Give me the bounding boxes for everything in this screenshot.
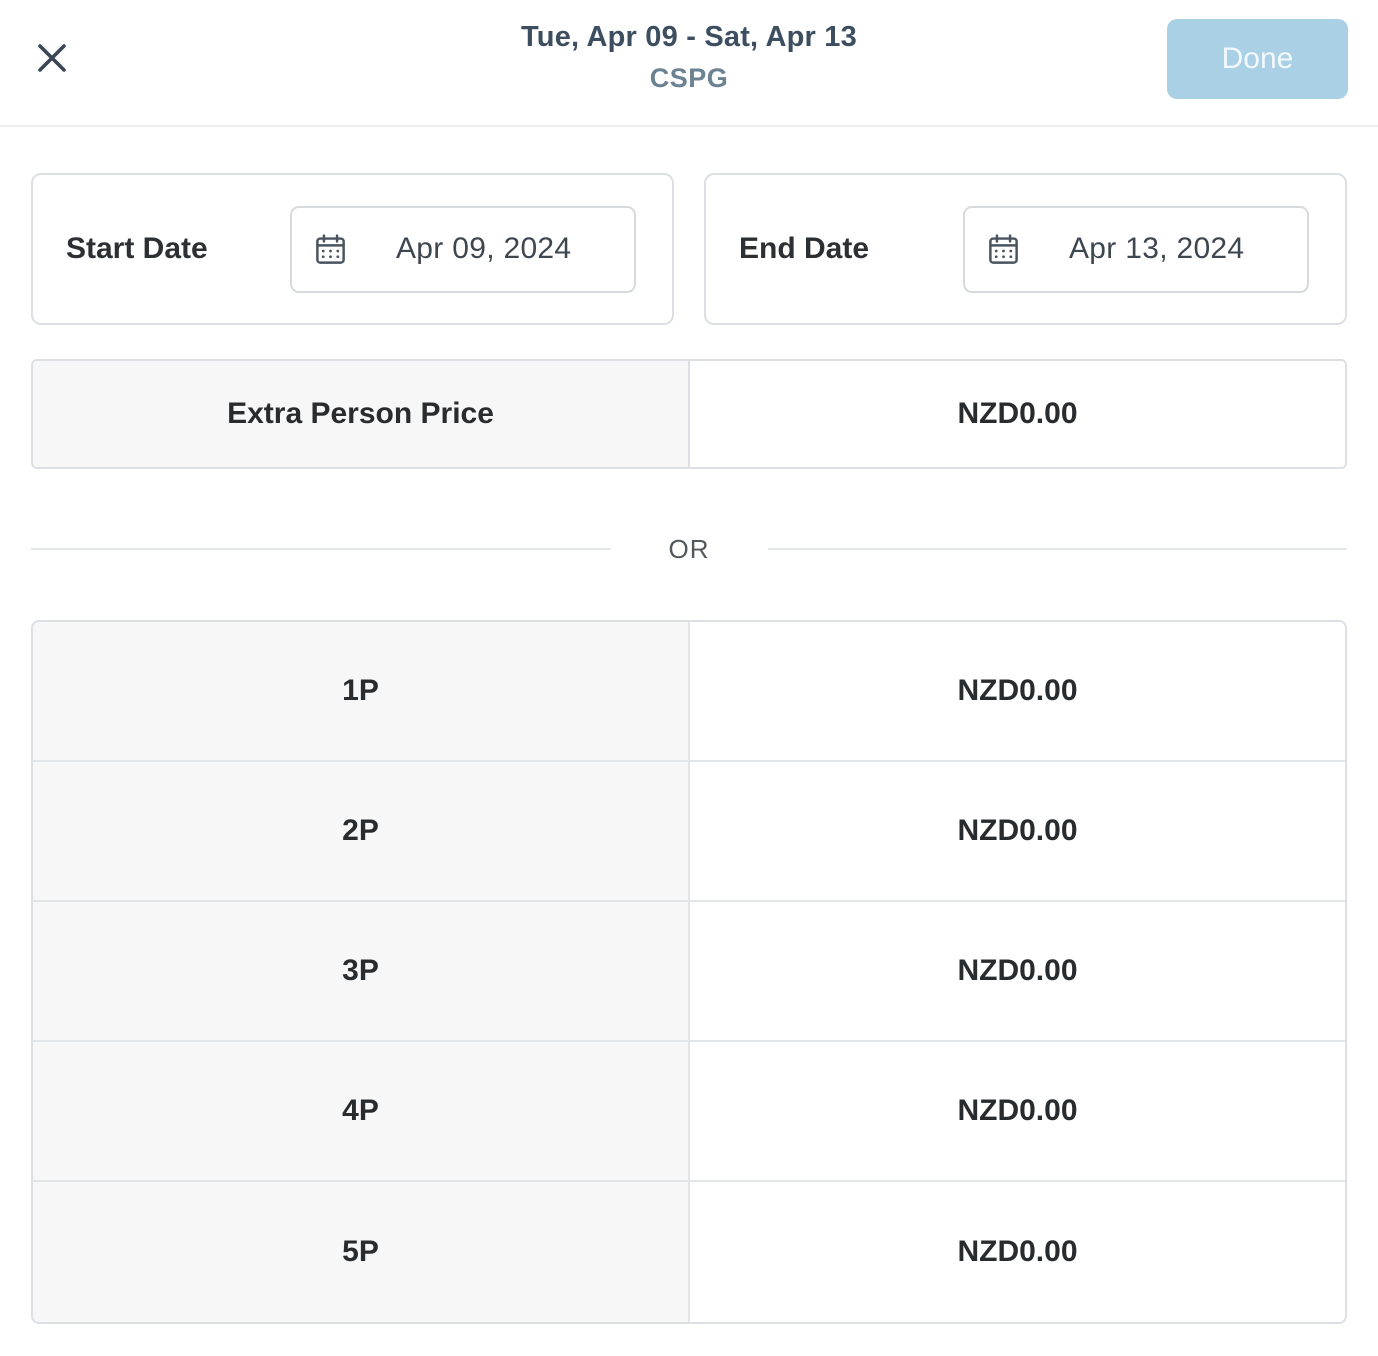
table-row: 5P NZD0.00 [33,1182,1345,1322]
end-date-card: End Date Apr 13, 2024 [704,173,1347,325]
table-row: 1P NZD0.00 [33,622,1345,762]
or-label: OR [668,533,710,564]
occupancy-price-value[interactable]: NZD0.00 [690,1042,1345,1180]
occupancy-label: 1P [33,622,690,760]
occupancy-label: 2P [33,762,690,900]
table-row: 4P NZD0.00 [33,1042,1345,1182]
occupancy-price-value[interactable]: NZD0.00 [690,622,1345,760]
modal-content: Start Date Apr 09, 2024 [0,173,1378,1324]
extra-person-price-label: Extra Person Price [33,361,690,467]
or-divider: OR [31,533,1347,564]
occupancy-label: 5P [33,1182,690,1322]
calendar-icon [986,232,1021,267]
occupancy-price-value[interactable]: NZD0.00 [690,1182,1345,1322]
start-date-input[interactable]: Apr 09, 2024 [290,205,636,293]
close-button[interactable] [34,40,70,76]
occupancy-label: 4P [33,1042,690,1180]
page-title: Tue, Apr 09 - Sat, Apr 13 [521,21,857,53]
end-date-label: End Date [739,232,870,265]
divider-line [767,548,1347,550]
table-row: 3P NZD0.00 [33,902,1345,1042]
modal-header: Tue, Apr 09 - Sat, Apr 13 CSPG Done [0,0,1378,127]
done-button[interactable]: Done [1167,19,1348,99]
occupancy-label: 3P [33,902,690,1040]
divider-line [31,548,611,550]
close-icon [35,41,69,75]
page-subtitle: CSPG [649,63,729,93]
start-date-label: Start Date [66,232,208,265]
extra-person-price-row: Extra Person Price NZD0.00 [31,359,1347,469]
end-date-value: Apr 13, 2024 [1069,232,1245,265]
date-pickers-row: Start Date Apr 09, 2024 [31,173,1347,325]
occupancy-price-value[interactable]: NZD0.00 [690,762,1345,900]
occupancy-price-table: 1P NZD0.00 2P NZD0.00 3P NZD0.00 4P NZD0… [31,620,1347,1324]
table-row: 2P NZD0.00 [33,762,1345,902]
extra-person-price-value[interactable]: NZD0.00 [690,361,1345,467]
start-date-value: Apr 09, 2024 [396,232,572,265]
start-date-card: Start Date Apr 09, 2024 [31,173,674,325]
end-date-input[interactable]: Apr 13, 2024 [963,205,1309,293]
occupancy-price-value[interactable]: NZD0.00 [690,902,1345,1040]
calendar-icon [313,232,348,267]
